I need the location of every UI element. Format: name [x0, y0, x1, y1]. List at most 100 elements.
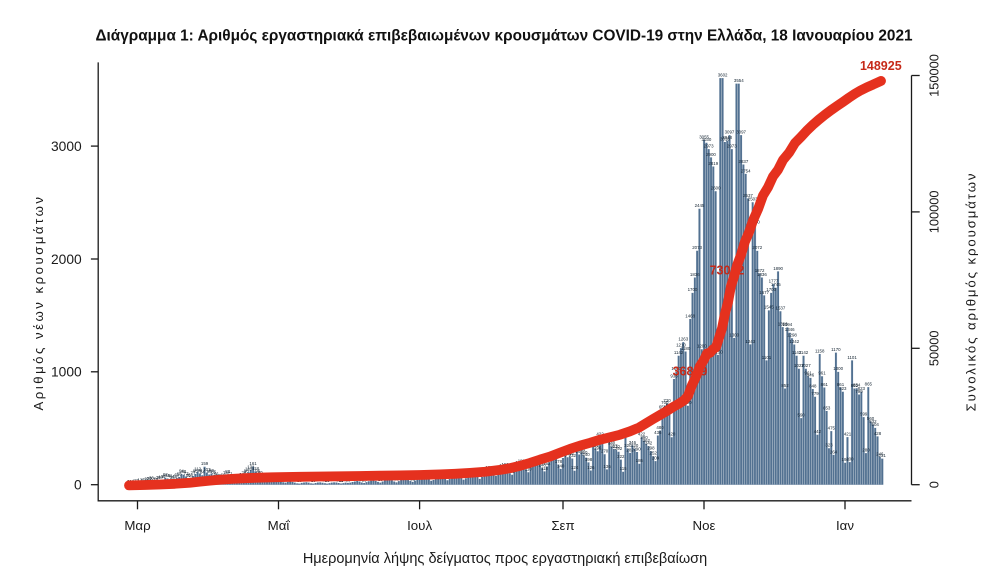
svg-text:799: 799: [855, 389, 863, 394]
svg-text:60: 60: [174, 472, 179, 477]
svg-text:1027: 1027: [794, 363, 804, 368]
svg-text:390: 390: [640, 435, 648, 440]
svg-text:560: 560: [867, 416, 875, 421]
svg-text:310: 310: [613, 444, 621, 449]
svg-text:Ημερομηνία λήψης δείγματος προ: Ημερομηνία λήψης δείγματος προς εργαστηρ…: [303, 551, 707, 567]
svg-text:1537: 1537: [776, 306, 786, 311]
svg-text:320: 320: [624, 443, 632, 448]
svg-text:1101: 1101: [762, 355, 772, 360]
svg-text:62: 62: [163, 472, 168, 477]
svg-text:317: 317: [610, 443, 618, 448]
svg-text:68: 68: [177, 471, 182, 476]
svg-text:1210: 1210: [676, 343, 686, 348]
svg-text:1170: 1170: [831, 347, 841, 352]
svg-text:852: 852: [851, 383, 859, 388]
svg-text:421: 421: [844, 432, 852, 437]
svg-text:2503: 2503: [748, 197, 758, 202]
svg-text:Ιαν: Ιαν: [836, 518, 854, 533]
svg-text:48: 48: [167, 474, 172, 479]
svg-text:80: 80: [258, 470, 263, 475]
svg-text:590: 590: [798, 413, 806, 418]
svg-text:848: 848: [809, 383, 817, 388]
svg-text:1700: 1700: [766, 287, 776, 292]
svg-text:268: 268: [576, 449, 584, 454]
svg-text:1468: 1468: [685, 313, 695, 318]
svg-text:124: 124: [571, 465, 579, 470]
svg-text:Συνολικός αριθμός κρουσμάτων: Συνολικός αριθμός κρουσμάτων: [964, 172, 979, 412]
svg-text:346: 346: [629, 440, 637, 445]
svg-text:159: 159: [201, 461, 209, 466]
svg-text:35: 35: [156, 475, 161, 480]
svg-text:1180: 1180: [681, 346, 691, 351]
svg-text:22: 22: [151, 477, 156, 482]
svg-text:292: 292: [615, 446, 623, 451]
svg-text:854: 854: [853, 383, 861, 388]
svg-text:2900: 2900: [706, 152, 716, 157]
svg-text:1101: 1101: [847, 355, 857, 360]
svg-text:422: 422: [596, 432, 604, 437]
svg-text:246: 246: [876, 451, 884, 456]
svg-text:46: 46: [160, 474, 165, 479]
svg-text:1396: 1396: [778, 322, 788, 327]
svg-text:186: 186: [636, 458, 644, 463]
svg-text:946: 946: [807, 372, 815, 377]
svg-text:1242: 1242: [789, 339, 799, 344]
svg-text:1394: 1394: [782, 322, 792, 327]
svg-text:2837: 2837: [739, 159, 749, 164]
svg-text:961: 961: [818, 371, 826, 376]
svg-text:1836: 1836: [690, 272, 700, 277]
svg-text:422: 422: [638, 432, 646, 437]
svg-text:1142: 1142: [674, 350, 684, 355]
svg-text:118: 118: [252, 466, 260, 471]
svg-text:3602: 3602: [718, 73, 728, 78]
svg-text:1777: 1777: [769, 279, 779, 284]
svg-text:475: 475: [828, 426, 836, 431]
svg-text:1150: 1150: [713, 349, 723, 354]
svg-text:55: 55: [186, 473, 191, 478]
svg-text:95: 95: [193, 468, 198, 473]
svg-text:96: 96: [255, 468, 260, 473]
svg-text:340: 340: [608, 441, 616, 446]
svg-text:2073: 2073: [692, 245, 702, 250]
svg-text:3554: 3554: [734, 78, 744, 83]
svg-text:74: 74: [223, 471, 228, 476]
svg-text:282: 282: [626, 447, 634, 452]
svg-text:1200: 1200: [697, 344, 707, 349]
svg-text:2600: 2600: [711, 186, 721, 191]
svg-text:3097: 3097: [736, 130, 746, 135]
svg-text:126: 126: [587, 465, 595, 470]
svg-text:532: 532: [869, 419, 877, 424]
svg-text:599: 599: [860, 412, 868, 417]
svg-text:45: 45: [172, 474, 177, 479]
svg-text:2819: 2819: [708, 161, 718, 166]
svg-text:1890: 1890: [773, 266, 783, 271]
svg-text:30: 30: [149, 476, 154, 481]
svg-text:0: 0: [74, 478, 82, 493]
svg-text:162: 162: [543, 461, 551, 466]
svg-text:140: 140: [557, 463, 565, 468]
svg-text:66: 66: [214, 472, 219, 477]
svg-text:1243: 1243: [745, 339, 755, 344]
svg-text:823: 823: [858, 386, 866, 391]
svg-text:1700: 1700: [688, 287, 698, 292]
svg-text:Σεπ: Σεπ: [551, 518, 574, 533]
svg-text:260: 260: [580, 450, 588, 455]
svg-text:653: 653: [823, 405, 831, 410]
svg-text:73: 73: [184, 471, 189, 476]
svg-text:779: 779: [811, 391, 819, 396]
svg-text:2537: 2537: [743, 193, 753, 198]
svg-text:3036: 3036: [720, 136, 730, 141]
svg-text:178: 178: [555, 459, 563, 464]
svg-text:118: 118: [541, 466, 549, 471]
svg-text:420: 420: [668, 432, 676, 437]
svg-text:200: 200: [846, 457, 854, 462]
svg-text:71: 71: [228, 471, 233, 476]
svg-text:18: 18: [142, 477, 147, 482]
svg-text:362: 362: [643, 438, 651, 443]
svg-text:270: 270: [601, 449, 609, 454]
svg-text:85: 85: [211, 470, 216, 475]
svg-text:1677: 1677: [759, 290, 769, 295]
svg-text:110: 110: [525, 467, 533, 472]
svg-text:428: 428: [874, 431, 882, 436]
svg-text:2973: 2973: [704, 144, 714, 149]
